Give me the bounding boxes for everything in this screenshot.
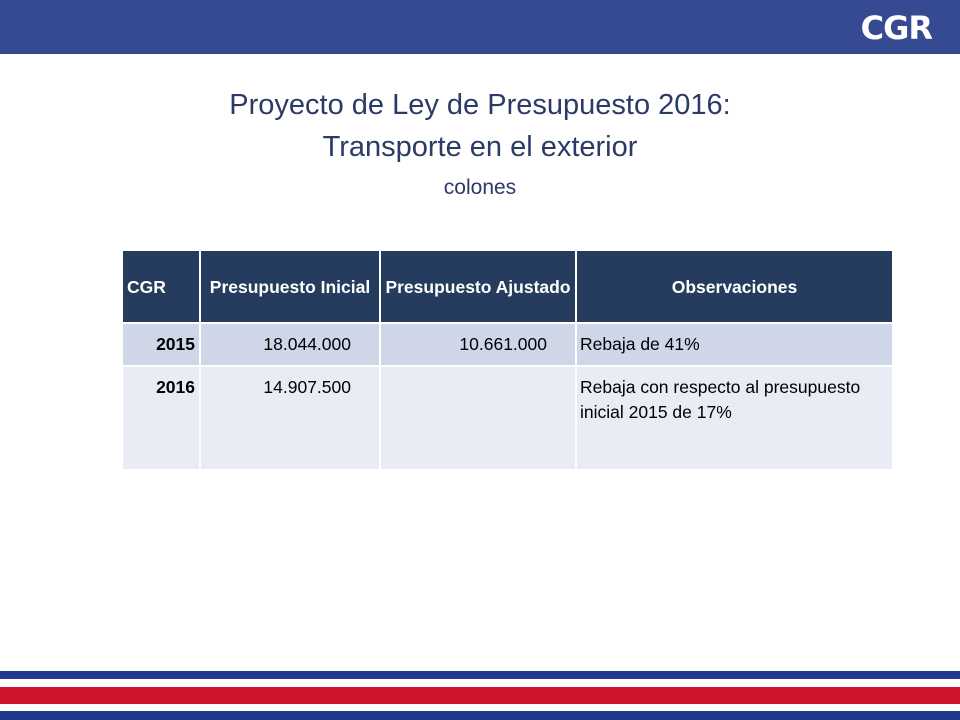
cell-year: 2015 [123,323,201,367]
page-title: Proyecto de Ley de Presupuesto 2016: Tra… [0,84,960,168]
title-line-2: Transporte en el exterior [322,131,638,163]
cell-observaciones: Rebaja de 41% [576,323,892,367]
cell-presupuesto-ajustado: 10.661.000 [380,323,577,367]
budget-table: CGR Presupuesto Inicial Presupuesto Ajus… [123,251,892,471]
footer-stripe-red [0,687,960,704]
table-header-row: CGR Presupuesto Inicial Presupuesto Ajus… [123,251,892,324]
table-row: 2015 18.044.000 10.661.000 Rebaja de 41% [123,323,892,367]
column-header-observaciones: Observaciones [576,251,892,324]
footer-stripe-blue-top [0,671,960,679]
column-header-presupuesto-inicial: Presupuesto Inicial [200,251,381,324]
column-header-presupuesto-ajustado: Presupuesto Ajustado [380,251,577,324]
footer-stripe-white-top [0,679,960,687]
cgr-logo: CGR [860,9,933,47]
table-row: 2016 14.907.500 Rebaja con respecto al p… [123,366,892,471]
cell-presupuesto-inicial: 18.044.000 [200,323,381,367]
footer-stripe-white-bottom [0,704,960,711]
cell-year: 2016 [123,366,201,471]
page-subtitle: colones [443,176,517,199]
title-line-1: Proyecto de Ley de Presupuesto 2016: [229,89,731,121]
cell-presupuesto-inicial: 14.907.500 [200,366,381,471]
cell-presupuesto-ajustado [380,366,577,471]
cell-observaciones: Rebaja con respecto al presupuesto inici… [576,366,892,471]
footer-stripe-blue-bottom [0,711,960,720]
header-bar: CGR [0,0,960,54]
column-header-cgr: CGR [123,251,201,324]
